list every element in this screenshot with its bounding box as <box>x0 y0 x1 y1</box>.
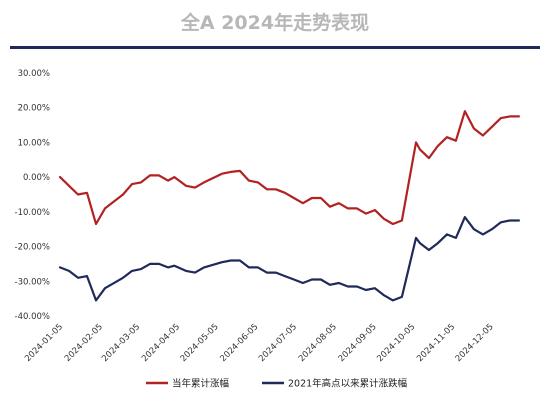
y-axis: 30.00% 20.00% 10.00% 0.00% -10.00% -20.00% -30… <box>15 69 50 322</box>
x-tick-label: 2024-07-05 <box>257 322 299 364</box>
x-tick-label: 2024-08-05 <box>297 322 339 364</box>
series-line-2 <box>58 216 521 302</box>
y-tick-label: 0.00% <box>23 173 50 183</box>
y-tick-label: -30.00% <box>15 277 50 287</box>
y-tick-label: 20.00% <box>18 104 50 114</box>
x-tick-label: 2024-01-05 <box>23 322 65 364</box>
x-tick-label: 2024-02-05 <box>63 322 105 364</box>
legend: 当年累计涨幅 2021年高点以来累计涨跌幅 <box>146 378 408 390</box>
x-tick-label: 2024-05-05 <box>179 322 221 364</box>
x-tick-label: 2024-11-05 <box>415 322 457 364</box>
x-tick-label: 2024-12-05 <box>454 322 496 364</box>
x-tick-label: 2024-03-05 <box>100 322 142 364</box>
x-tick-label: 2024-06-05 <box>218 322 260 364</box>
y-tick-label: 10.00% <box>18 138 50 148</box>
chart-title: 全A 2024年走势表现 <box>180 12 370 34</box>
x-tick-label: 2024-09-05 <box>337 322 379 364</box>
legend-label-2: 2021年高点以来累计涨跌幅 <box>288 378 408 390</box>
x-tick-label: 2024-10-05 <box>375 322 417 364</box>
x-tick-label: 2024-04-05 <box>140 322 182 364</box>
x-axis: 2024-01-052024-02-052024-03-052024-04-05… <box>23 322 496 364</box>
y-tick-label: 30.00% <box>18 69 50 79</box>
y-tick-label: -10.00% <box>15 208 50 218</box>
legend-label-1: 当年累计涨幅 <box>172 378 230 390</box>
series-lines <box>58 110 521 302</box>
y-tick-label: -40.00% <box>15 312 50 322</box>
series-line-1 <box>58 110 521 226</box>
y-tick-label: -20.00% <box>15 243 50 253</box>
title-divider <box>10 46 540 49</box>
